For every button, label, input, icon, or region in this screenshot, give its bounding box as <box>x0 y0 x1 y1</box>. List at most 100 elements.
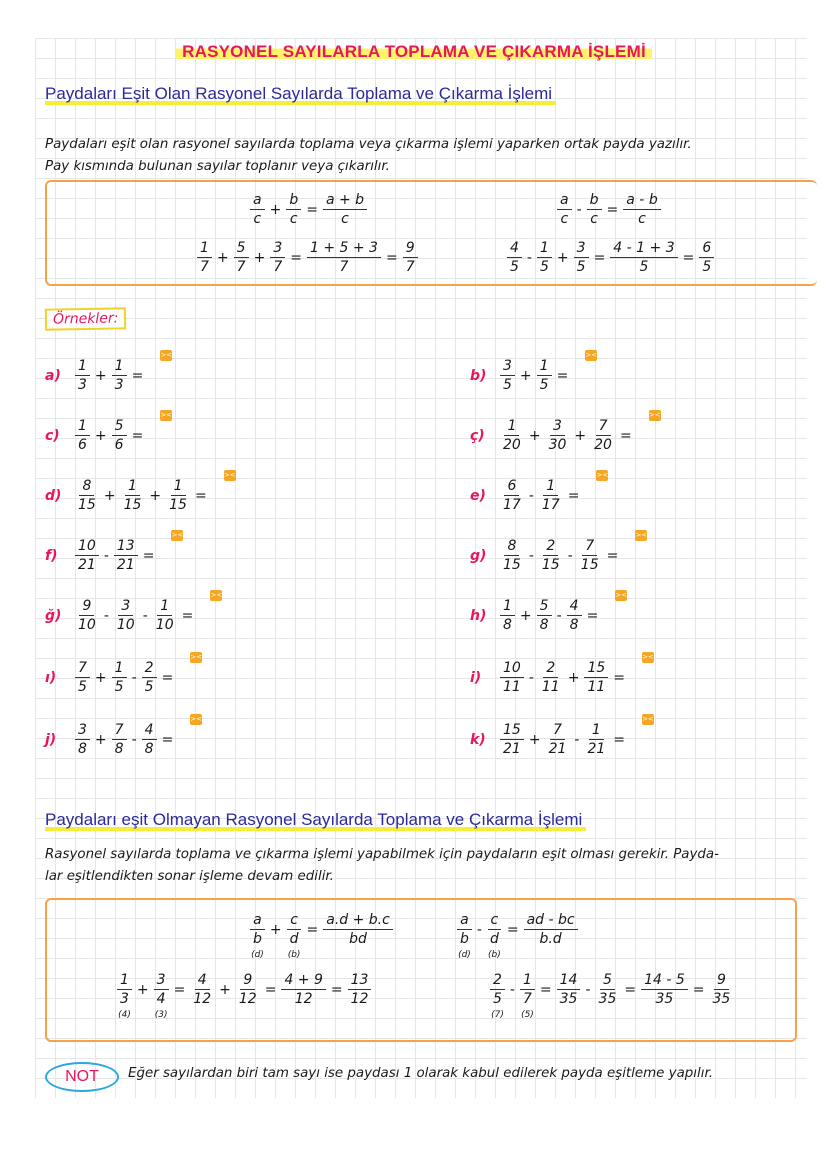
answer-badge-icon[interactable]: >< <box>190 652 203 663</box>
operator: + <box>216 250 229 266</box>
fraction: 2 11 <box>539 660 563 696</box>
fraction: 15 11 <box>584 660 609 696</box>
denominator: 5 <box>510 259 519 275</box>
page-title: RASYONEL SAYILARLA TOPLAMA VE ÇIKARMA İŞ… <box>176 42 652 61</box>
numerator: 1 <box>170 478 186 496</box>
operator: - <box>528 488 534 504</box>
operator: - <box>585 982 591 998</box>
answer-badge-icon[interactable]: >< <box>171 530 184 541</box>
numerator: 4 - 1 + 3 <box>610 240 678 258</box>
answer-badge-icon[interactable]: >< <box>642 652 655 663</box>
fraction: a b (d) <box>457 912 472 960</box>
numerator: 10 <box>500 660 524 678</box>
denominator: 35 <box>598 991 617 1007</box>
fraction: 7 20 <box>591 418 615 454</box>
numerator: b <box>586 192 602 210</box>
numerator: 3 <box>75 722 90 740</box>
numerator: 1 <box>504 418 520 436</box>
operator: + <box>253 250 266 266</box>
denominator: 7 <box>522 991 532 1007</box>
expansion-factor: (4) <box>118 1010 131 1020</box>
fraction: 9 12 <box>236 972 260 1008</box>
denominator: 7 <box>273 259 283 275</box>
formula: a b (d) + c d (b) = a.d + b.c bd <box>248 912 395 960</box>
answer-badge-icon[interactable]: >< <box>635 530 648 541</box>
numerator: 14 <box>556 972 581 990</box>
example-label: k) <box>470 732 486 748</box>
fraction: 6 17 <box>500 478 524 514</box>
denominator: 3 <box>78 377 87 393</box>
operator: - <box>509 982 515 998</box>
denominator: 5 <box>576 259 586 275</box>
denominator: 8 <box>114 741 124 757</box>
example-item: i) 10 11-2 11 +15 11 = >< <box>470 652 655 696</box>
denominator: 15 <box>78 497 96 513</box>
numerator: 4 <box>507 240 522 258</box>
example-label: a) <box>45 368 61 384</box>
denominator: 5 <box>539 377 549 393</box>
numerator: 3 <box>550 418 565 436</box>
formula-box-1 <box>45 180 817 286</box>
numerator: 4 + 9 <box>281 972 326 990</box>
section2-title: Paydaları eşit Olmayan Rasyonel Sayılard… <box>45 810 587 832</box>
answer-badge-icon[interactable]: >< <box>615 590 628 601</box>
operator: - <box>103 548 109 564</box>
numerator: 5 <box>599 972 615 990</box>
numerator: 13 <box>113 538 138 556</box>
answer-badge-icon[interactable]: >< <box>596 470 609 481</box>
operator: = <box>593 250 606 266</box>
answer-badge-icon[interactable]: >< <box>160 350 173 361</box>
answer-badge-icon[interactable]: >< <box>190 714 203 725</box>
answer-badge-icon[interactable]: >< <box>210 590 223 601</box>
operator: + <box>94 670 107 686</box>
denominator: c <box>560 211 569 227</box>
fraction: c d (b) <box>487 912 502 960</box>
fraction: 1 15 <box>166 478 190 514</box>
formula: 1 3 (4) +3 4 (3) = 4 12 +9 12 = 4 + 9 12 = 13 12 <box>115 972 373 1020</box>
operator: - <box>476 922 482 938</box>
numerator: 2 <box>543 538 559 556</box>
numerator: 9 <box>240 972 256 990</box>
answer-badge-icon[interactable]: >< <box>223 470 236 481</box>
operator: = <box>606 202 619 218</box>
operator: + <box>519 368 532 384</box>
formula-box-2 <box>45 898 797 1042</box>
denominator: 15 <box>169 497 187 513</box>
example-label: h) <box>470 608 487 624</box>
operator: = <box>161 732 174 748</box>
denominator: c <box>253 211 262 227</box>
denominator: 21 <box>78 557 96 573</box>
fraction: 8 15 <box>500 538 524 574</box>
numerator: 1 <box>157 598 173 616</box>
numerator: 7 <box>75 660 90 678</box>
fraction: 4 + 9 12 <box>281 972 326 1008</box>
operator: - <box>528 548 534 564</box>
answer-badge-icon[interactable]: >< <box>648 410 661 421</box>
denominator: 30 <box>548 437 567 453</box>
denominator: 5 <box>493 991 502 1007</box>
denominator: 20 <box>594 437 612 453</box>
answer-badge-icon[interactable]: >< <box>160 410 173 421</box>
numerator: 2 <box>543 660 559 678</box>
example-label: j) <box>45 732 57 748</box>
numerator: 1 + 5 + 3 <box>306 240 381 258</box>
section2-text-line1: Rasyonel sayılarda toplama ve çıkarma iş… <box>45 847 719 862</box>
operator: - <box>576 202 582 218</box>
operator: + <box>136 982 149 998</box>
expansion-factor: (b) <box>488 950 501 960</box>
example-item: e) 6 17-1 17 = >< <box>470 470 609 514</box>
denominator: b.d <box>539 931 562 947</box>
example-label: f) <box>45 548 58 564</box>
numerator: 4 <box>194 972 210 990</box>
answer-badge-icon[interactable]: >< <box>585 350 598 361</box>
example-item: g) 8 15-2 15-7 15 = >< <box>470 530 648 574</box>
answer-badge-icon[interactable]: >< <box>642 714 655 725</box>
example-item: k) 15 21 +7 21-1 21 = >< <box>470 714 655 758</box>
